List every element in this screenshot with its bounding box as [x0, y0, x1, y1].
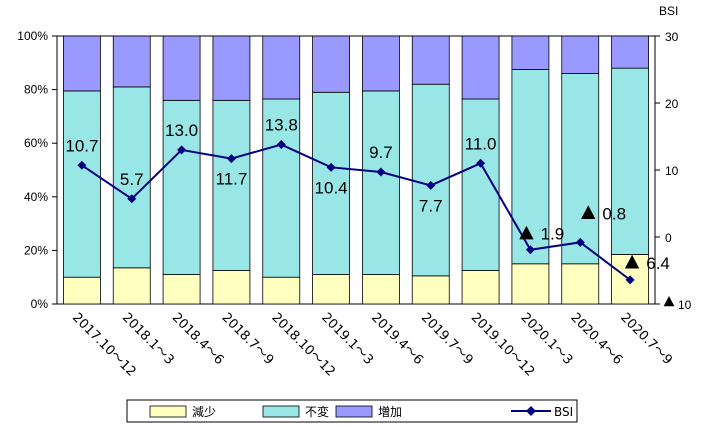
plot-area: 0%20%40%60%80%100%100102030BSI2017.10～12…: [17, 4, 691, 380]
y-right-tick-label: 10: [678, 298, 692, 312]
negative-marker-icon: [581, 205, 596, 219]
bsi-point: [276, 140, 286, 150]
bsi-point: [177, 145, 187, 155]
data-label: 0.8: [602, 204, 626, 223]
bar-segment-increase: [611, 35, 649, 69]
legend-swatch: [262, 405, 300, 418]
bsi-point: [77, 160, 87, 170]
data-label: 7.7: [419, 196, 443, 215]
bar-segment-increase: [312, 35, 350, 93]
legend-line-marker: [526, 406, 536, 416]
bar-segment-unchanged: [312, 91, 350, 275]
bar-segment-unchanged: [611, 67, 649, 255]
bar-segment-unchanged: [511, 69, 550, 265]
y-right-tick-label: 30: [665, 30, 679, 44]
data-label: 11.7: [216, 170, 248, 189]
bar-segment-unchanged: [362, 90, 400, 275]
bar-segment-decrease: [362, 274, 400, 305]
legend-swatch: [149, 405, 187, 418]
bar-segment-unchanged: [63, 90, 101, 278]
data-label: 1.9: [541, 225, 565, 244]
bar-segment-increase: [63, 35, 101, 92]
negative-marker-icon: [519, 225, 534, 240]
data-label: 6.4: [646, 254, 670, 273]
bsi-point: [525, 245, 535, 255]
x-tick-label: 2018.7～9: [219, 310, 277, 368]
y-left-tick-label: 80%: [24, 83, 48, 97]
bar-segment-decrease: [262, 276, 301, 305]
y-left-tick-label: 60%: [24, 136, 48, 150]
bar-segment-increase: [411, 35, 450, 85]
legend: 減少 不変 増加 BSI: [126, 399, 578, 423]
y-left-tick-label: 40%: [24, 190, 48, 204]
y-left-tick-label: 0%: [31, 297, 49, 311]
y-right-title: BSI: [659, 4, 678, 18]
data-label: 10.4: [315, 178, 348, 197]
y-right-tick-label: 10: [665, 164, 679, 178]
x-tick-label: 2020.4～6: [567, 310, 625, 368]
data-label: 10.7: [65, 136, 98, 155]
x-tick-label: 2019.7～9: [418, 310, 476, 368]
bar-segment-increase: [162, 35, 201, 101]
bar-segment-increase: [112, 35, 151, 88]
data-label: 11.0: [465, 134, 497, 153]
bsi-point: [127, 194, 137, 204]
legend-label: 増加: [378, 405, 402, 419]
bsi-point: [376, 167, 386, 177]
bar-segment-increase: [362, 35, 400, 92]
bar-segment-decrease: [63, 276, 101, 305]
bar-segment-increase: [461, 35, 500, 100]
bar-segment-increase: [262, 35, 301, 100]
bar-segment-increase: [561, 35, 600, 74]
bar-segment-unchanged: [561, 73, 600, 265]
bsi-point: [575, 237, 585, 247]
bsi-point: [625, 275, 635, 285]
bsi-point: [476, 158, 486, 168]
negative-marker-icon: [663, 296, 675, 307]
bar-segment-unchanged: [162, 99, 201, 275]
legend-label: BSI: [554, 405, 573, 419]
bsi-point: [426, 180, 436, 190]
data-label: 9.7: [369, 143, 393, 162]
bar-segment-increase: [511, 35, 550, 70]
legend-label: 減少: [192, 404, 216, 419]
bsi-point: [326, 162, 336, 172]
data-label: 5.7: [120, 170, 144, 189]
y-left-tick-label: 20%: [24, 243, 48, 257]
y-right-tick-label: 20: [665, 97, 679, 111]
data-label: 13.0: [165, 121, 198, 140]
bar-segment-unchanged: [262, 98, 301, 278]
x-tick-label: 2019.4～6: [368, 310, 426, 368]
legend-label: 不変: [305, 404, 329, 419]
x-tick-label: 2020.7～9: [617, 310, 675, 368]
bar-segment-decrease: [511, 263, 550, 305]
y-right-tick-label: 0: [665, 231, 672, 245]
bar-segment-decrease: [461, 270, 500, 305]
legend-swatch: [335, 405, 373, 418]
y-left-tick-label: 100%: [17, 29, 48, 43]
bsi-line: [81, 143, 631, 281]
data-label: 13.8: [265, 116, 298, 135]
bar-segment-decrease: [312, 274, 350, 305]
bar-segment-decrease: [212, 270, 251, 305]
bar-segment-decrease: [112, 267, 151, 305]
bsi-point: [226, 154, 236, 164]
bar-segment-decrease: [561, 263, 600, 305]
bar-segment-decrease: [162, 274, 201, 305]
bar-segment-increase: [212, 35, 251, 101]
negative-marker-icon: [624, 254, 640, 269]
x-tick-label: 2018.4～6: [169, 310, 227, 368]
bar-segment-decrease: [411, 275, 450, 305]
